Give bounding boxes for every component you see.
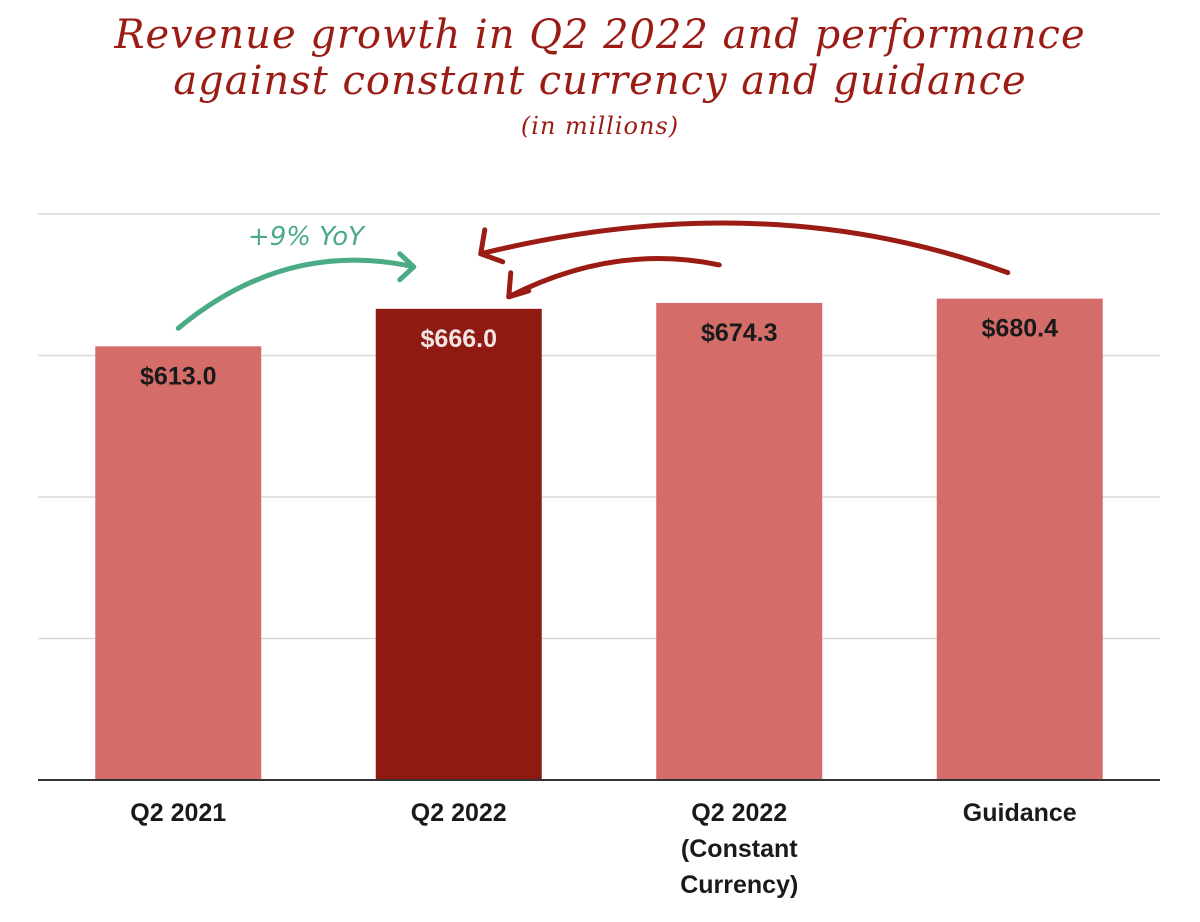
bar	[936, 298, 1103, 780]
data-labels: $613.0 $666.0 $674.3 $680.4	[140, 315, 1058, 391]
data-label: $674.3	[701, 319, 777, 347]
data-label: $680.4	[982, 315, 1059, 343]
chart-title-line-1: Revenue growth in Q2 2022 and performanc…	[114, 12, 1086, 58]
chart-title-line-2: against constant currency and guidance	[173, 58, 1027, 104]
category-label: Guidance	[963, 799, 1077, 827]
data-label: $613.0	[140, 362, 216, 390]
chart-subtitle: (in millions)	[520, 112, 680, 140]
bar	[656, 302, 823, 780]
cc-arrow	[506, 256, 722, 300]
category-label: Q2 2022	[411, 799, 507, 827]
category-label: Currency)	[680, 871, 798, 899]
category-label: (Constant	[681, 835, 798, 863]
annotations: +9% YoY	[175, 220, 1011, 331]
category-label: Q2 2021	[130, 799, 226, 827]
data-label: $666.0	[421, 325, 497, 353]
category-label: Q2 2022	[691, 799, 787, 827]
bar	[95, 346, 262, 780]
yoy-annotation: +9% YoY	[248, 222, 366, 252]
guidance-arrowhead	[478, 227, 506, 265]
category-labels: Q2 2021 Q2 2022 Q2 2022 (Constant Currency) G…	[130, 799, 1077, 899]
bar	[375, 308, 542, 780]
yoy-arrowhead	[397, 251, 417, 283]
yoy-arrow	[175, 257, 417, 331]
cc-arrowhead	[506, 270, 532, 300]
bars	[95, 298, 1103, 780]
guidance-arrow	[478, 220, 1011, 276]
